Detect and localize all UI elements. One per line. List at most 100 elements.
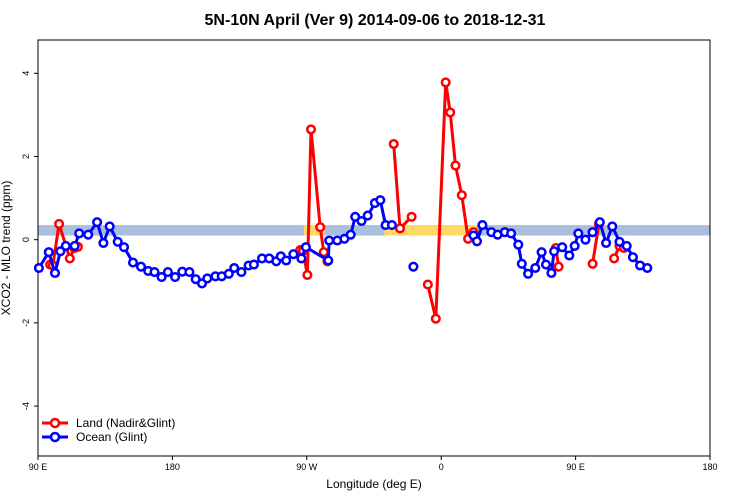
data-point: [305, 124, 317, 135]
series-line: [426, 80, 475, 321]
data-point: [184, 267, 195, 278]
x-axis-label: Longitude (deg E): [326, 477, 421, 491]
data-point: [170, 272, 181, 283]
data-point: [64, 253, 75, 264]
y-tick-label: 4: [21, 71, 31, 76]
x-tick-label: 90 E: [29, 462, 48, 472]
data-point: [300, 242, 311, 253]
data-point: [607, 221, 618, 232]
data-point: [642, 262, 653, 274]
data-point: [587, 258, 598, 269]
legend-marker-land: [49, 417, 61, 429]
data-point: [345, 229, 356, 240]
data-point: [248, 259, 259, 270]
legend: Land (Nadir&Glint) Ocean (Glint): [42, 416, 175, 444]
data-point: [553, 261, 564, 272]
y-tick-label: 0: [21, 237, 31, 242]
data-point: [406, 211, 417, 222]
data-point: [83, 229, 94, 240]
series-layer: [33, 77, 653, 324]
data-point: [236, 267, 247, 278]
legend-label-ocean: Ocean (Glint): [76, 430, 147, 444]
x-tick-label: 0: [439, 462, 444, 472]
x-tick-label: 90 W: [296, 462, 318, 472]
data-point: [594, 217, 605, 228]
data-point: [288, 249, 299, 260]
data-point: [281, 255, 292, 266]
data-point: [569, 240, 580, 251]
data-point: [229, 262, 240, 274]
data-point: [104, 221, 115, 232]
reference-band-highlight: [303, 225, 325, 236]
data-point: [530, 262, 541, 274]
data-point: [135, 261, 147, 272]
plot-frame: [37, 39, 711, 457]
data-point: [92, 217, 103, 228]
x-tick-label: 180: [702, 462, 717, 472]
data-point: [523, 268, 534, 279]
legend-label-land: Land (Nadir&Glint): [76, 416, 175, 430]
data-point: [408, 261, 419, 272]
data-point: [456, 190, 467, 201]
data-point: [506, 228, 517, 239]
data-point: [315, 222, 326, 233]
x-axis: 90 E 180 90 W 0 90 E 180: [29, 456, 718, 472]
data-point: [471, 236, 483, 247]
data-point: [69, 240, 80, 251]
data-point: [33, 262, 44, 274]
y-tick-label: -4: [21, 402, 31, 410]
data-point: [43, 247, 54, 258]
data-point: [450, 160, 461, 171]
y-tick-label: 2: [21, 154, 31, 159]
data-point: [601, 237, 612, 249]
data-point: [74, 228, 85, 239]
legend-marker-ocean: [49, 431, 61, 443]
y-axis-label: XCO2 - MLO trend (ppm): [0, 181, 13, 316]
data-point: [445, 107, 456, 118]
series-0: [45, 77, 630, 324]
y-axis: -4 -2 0 2 4: [21, 71, 38, 410]
reference-band-rect: [38, 225, 710, 236]
data-point: [557, 242, 568, 253]
data-point: [112, 236, 123, 247]
data-point: [324, 235, 335, 246]
data-point: [296, 253, 307, 264]
data-point: [540, 259, 552, 270]
data-point: [573, 228, 584, 239]
data-point: [564, 250, 575, 261]
x-tick-label: 90 E: [566, 462, 585, 472]
reference-band-highlight: [384, 225, 478, 236]
data-point: [388, 138, 399, 150]
data-point: [356, 215, 367, 227]
data-point: [549, 246, 560, 257]
data-point: [149, 267, 160, 278]
data-point: [440, 77, 451, 88]
data-point: [156, 272, 167, 283]
data-point: [362, 210, 373, 221]
data-point: [386, 220, 397, 231]
data-point: [118, 242, 130, 253]
data-point: [127, 257, 139, 268]
data-point: [422, 279, 433, 290]
data-point: [609, 253, 620, 264]
reference-band: [38, 225, 710, 236]
data-point: [477, 220, 488, 231]
data-point: [54, 218, 65, 229]
data-point: [546, 267, 557, 279]
data-point: [587, 227, 598, 238]
data-point: [202, 273, 213, 284]
data-point: [98, 237, 109, 249]
data-point: [375, 195, 386, 206]
chart-title: 5N-10N April (Ver 9) 2014-09-06 to 2018-…: [205, 12, 546, 29]
data-point: [536, 247, 547, 258]
data-point: [627, 252, 638, 263]
data-point: [621, 240, 632, 251]
data-point: [302, 269, 313, 281]
data-point: [60, 240, 71, 251]
data-point: [430, 313, 441, 324]
y-tick-label: -2: [21, 319, 31, 327]
data-point: [516, 258, 527, 269]
series-1: [33, 195, 653, 289]
data-point: [323, 255, 334, 266]
